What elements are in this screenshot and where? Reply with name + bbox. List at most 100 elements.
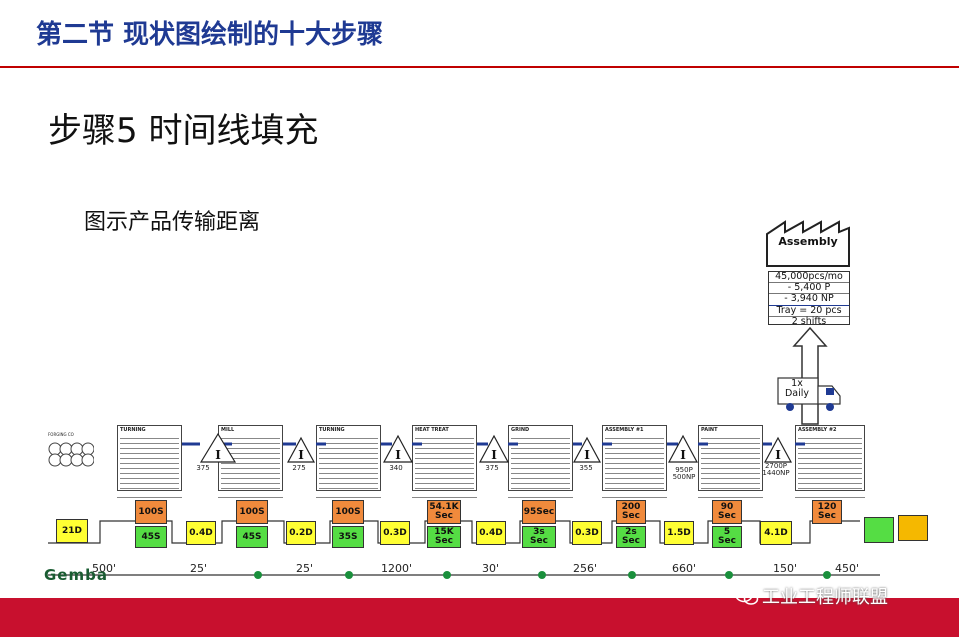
value-added-box: 35S [332,526,364,548]
svg-text:I: I [395,448,401,462]
process-name: TURNING [120,427,146,433]
distance-marker [725,571,733,579]
distance-marker [538,571,546,579]
distance-line [48,574,880,576]
process-info-row [412,491,477,498]
footer-bar [0,598,959,637]
demand-line: - 3,940 NP [769,294,849,306]
svg-text:I: I [491,448,497,462]
process-info-row [316,491,381,498]
distance-label: 150' [773,562,798,575]
customer-factory-icon [766,220,850,267]
value-added-box: 45S [236,526,268,548]
process-name: PAINT [701,427,718,433]
svg-text:I: I [775,448,781,462]
push-arrows-and-inventory: I I I I I I I [182,432,805,463]
inventory-days-box: 1.5D [664,521,694,545]
supplier-label: FORGING CO [48,432,74,437]
distance-label: 30' [482,562,500,575]
customer-label: Assembly [778,235,838,248]
distance-label: 660' [672,562,697,575]
process-info-row [698,491,763,498]
inventory-days-box: 0.3D [380,521,410,545]
demand-line: 2 shifts [791,315,827,327]
cycle-time-box: 200 Sec [616,500,646,524]
inventory-days-box: 0.2D [286,521,316,545]
inventory-qty: 950P 500NP [672,466,696,481]
inventory-qty: 375 [485,464,499,472]
process-info-row [602,491,667,498]
subtitle: 图示产品传输距离 [84,210,261,235]
cycle-time-box: 120 Sec [812,500,842,524]
cycle-time-box: 90 Sec [712,500,742,524]
page-title: 第二节 现状图绘制的十大步骤 [36,20,384,50]
process-box: ASSEMBLY #1 [602,425,667,491]
inventory-qty: 275 [292,464,306,472]
svg-text:I: I [584,448,590,462]
cycle-time-box: 100S [332,500,364,524]
distance-label: 500' [92,562,117,575]
total-lead-time-box [898,515,928,541]
distance-label: 450' [835,562,860,575]
distance-marker [345,571,353,579]
cycle-time-box: 54.1K Sec [427,500,461,524]
gemba-logo: Gemba [44,566,108,584]
cycle-time-box: 100S [236,500,268,524]
process-name: ASSEMBLY #1 [605,427,644,433]
process-box: ASSEMBLY #2 [795,425,865,491]
demand-line: - 5,400 P [769,283,849,295]
header-divider [0,66,959,68]
wechat-icon [735,587,759,605]
customer-node: Assembly [765,220,851,268]
value-added-box: 3s Sec [522,526,556,548]
process-box: PAINT [698,425,763,491]
distance-marker [628,571,636,579]
step-title: 步骤5 时间线填充 [48,111,319,151]
shipping-frequency: 1x Daily [784,378,810,399]
inventory-days-box: 21D [56,519,88,543]
cycle-time-box: 100S [135,500,167,524]
demand-line: Tray = 20 pcs [769,305,849,317]
process-name: GRIND [511,427,530,433]
inventory-qty: 2700P 1440NP [762,462,790,477]
process-box: HEAT TREAT [412,425,477,491]
distance-marker [254,571,262,579]
value-added-box: 2s Sec [616,526,646,548]
distance-label: 25' [296,562,314,575]
process-info-row [218,491,283,498]
process-info-row [117,491,182,498]
distance-label: 256' [573,562,598,575]
inventory-days-box: 4.1D [760,521,792,545]
process-info-row [508,491,573,498]
value-added-box: 45S [135,526,167,548]
process-info-row [795,491,865,498]
truck-icon [777,377,841,411]
distance-label: 25' [190,562,208,575]
supplier-icon [48,442,94,467]
inventory-days-box: 0.4D [186,521,216,545]
distance-marker [823,571,831,579]
inventory-qty: 340 [389,464,403,472]
distance-label: 1200' [381,562,413,575]
process-name: MILL [221,427,235,433]
inventory-qty: 355 [579,464,593,472]
total-value-added-box [864,517,894,543]
inventory-qty: 375 [196,464,210,472]
process-box: TURNING [117,425,182,491]
cycle-time-box: 95Sec [522,500,556,524]
process-name: HEAT TREAT [415,427,449,433]
svg-text:I: I [215,448,221,462]
demand-line: 45,000pcs/mo [769,271,849,284]
process-name: ASSEMBLY #2 [798,427,837,433]
value-added-box: 5 Sec [712,526,742,548]
inventory-days-box: 0.3D [572,521,602,545]
value-added-box: 15K Sec [427,526,461,548]
svg-text:I: I [680,448,686,462]
process-box: GRIND [508,425,573,491]
timeline-step-line [48,520,860,544]
svg-text:I: I [298,448,304,462]
process-name: TURNING [319,427,345,433]
distance-marker [443,571,451,579]
customer-demand-box: 45,000pcs/mo - 5,400 P - 3,940 NP Tray =… [768,271,850,327]
inventory-days-box: 0.4D [476,521,506,545]
